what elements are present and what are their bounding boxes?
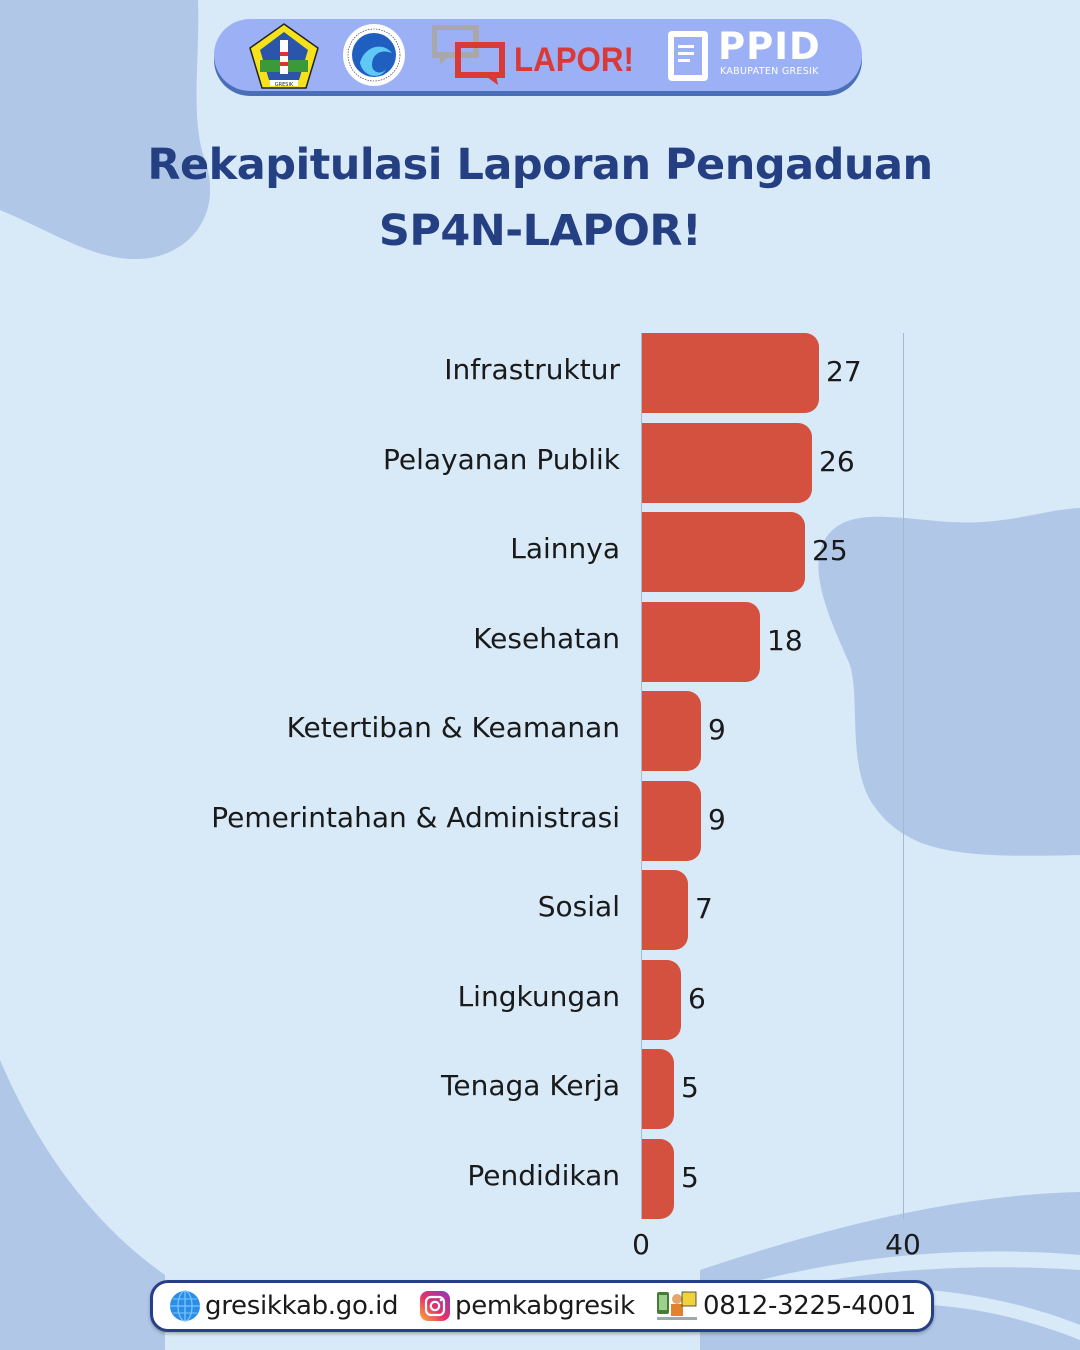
category-label: Infrastruktur (444, 353, 620, 386)
bar-pendidikan (642, 1139, 674, 1219)
ppid-subtitle: KABUPATEN GRESIK (720, 66, 819, 77)
instagram-text: pemkabgresik (455, 1291, 635, 1321)
bar-kesehatan (642, 602, 760, 682)
website-text: gresikkab.go.id (205, 1291, 399, 1321)
x-tick-0: 0 (632, 1228, 650, 1261)
category-label: Lainnya (510, 532, 620, 565)
top-left-blob (0, 0, 211, 260)
footer-instagram[interactable]: pemkabgresik (419, 1288, 635, 1324)
chart-row: Tenaga Kerja 5 (0, 1049, 1080, 1129)
globe-icon (170, 1290, 200, 1322)
emblem-caption: GRESIK (275, 82, 294, 88)
bar-tenaga-kerja (642, 1049, 674, 1129)
page-title-line1: Rekapitulasi Laporan Pengaduan (147, 140, 933, 190)
bar-pelayanan-publik (642, 423, 812, 503)
chart-row: Lingkungan 6 (0, 960, 1080, 1040)
bar-sosial (642, 870, 688, 950)
category-label: Pemerintahan & Administrasi (211, 801, 620, 834)
phone-text: 0812-3225-4001 (703, 1291, 917, 1321)
gridline-40 (903, 333, 904, 1219)
category-label: Kesehatan (473, 622, 620, 655)
chart-row: Pemerintahan & Administrasi 9 (0, 781, 1080, 861)
bar-lingkungan (642, 960, 681, 1040)
page-title-line2: SP4N-LAPOR! (378, 206, 702, 256)
category-label: Pelayanan Publik (382, 443, 620, 476)
value-label: 7 (695, 892, 713, 925)
bar-pemerintahan-administrasi (642, 781, 701, 861)
footer-website[interactable]: gresikkab.go.id (169, 1288, 399, 1324)
chart-row: Kesehatan 18 (0, 602, 1080, 682)
bottom-left-blob (0, 1060, 165, 1350)
bar-lainnya (642, 512, 805, 592)
instagram-icon (420, 1291, 450, 1321)
y-axis-line (641, 333, 642, 1219)
diskominfo-logo-icon (343, 24, 405, 86)
category-label: Tenaga Kerja (441, 1069, 620, 1102)
footer-phone[interactable]: 0812-3225-4001 (655, 1288, 916, 1324)
value-label: 9 (708, 713, 726, 746)
ppid-document-icon (668, 31, 708, 81)
category-label: Sosial (537, 890, 620, 923)
footer-contact-bar: gresikkab.go.id pemkabgresik (150, 1280, 934, 1332)
value-label: 6 (688, 982, 706, 1015)
chart-row: Pendidikan 5 (0, 1139, 1080, 1219)
header-logo-bar: GRESIK LAPOR! PPID KABUPATEN GRESIK (214, 19, 862, 91)
category-label: Ketertiban & Keamanan (286, 711, 620, 744)
value-label: 26 (819, 445, 855, 478)
ppid-wordmark: PPID (718, 25, 821, 68)
chart-row: Ketertiban & Keamanan 9 (0, 691, 1080, 771)
right-blob (818, 508, 1080, 856)
category-label: Pendidikan (467, 1159, 620, 1192)
category-label: Lingkungan (457, 980, 620, 1013)
bottom-right-wave-stripe2 (930, 1290, 1080, 1340)
lapor-gusti-icon (657, 1291, 697, 1320)
value-label: 25 (812, 534, 848, 567)
chart-row: Sosial 7 (0, 870, 1080, 950)
chart-row: Lainnya 25 (0, 512, 1080, 592)
bottom-right-wave-stripe (690, 1251, 1080, 1310)
chart-row: Pelayanan Publik 26 (0, 423, 1080, 503)
value-label: 5 (681, 1071, 699, 1104)
bar-ketertiban-keamanan (642, 691, 701, 771)
lapor-wordmark: LAPOR! (514, 41, 634, 79)
kabupaten-gresik-emblem-icon: GRESIK (249, 23, 319, 89)
lapor-logo-icon (432, 25, 505, 85)
value-label: 9 (708, 803, 726, 836)
value-label: 5 (681, 1161, 699, 1194)
value-label: 27 (826, 355, 862, 388)
bar-infrastruktur (642, 333, 819, 413)
chart-row: Infrastruktur 27 (0, 333, 1080, 413)
x-tick-40: 40 (885, 1228, 921, 1261)
value-label: 18 (767, 624, 803, 657)
